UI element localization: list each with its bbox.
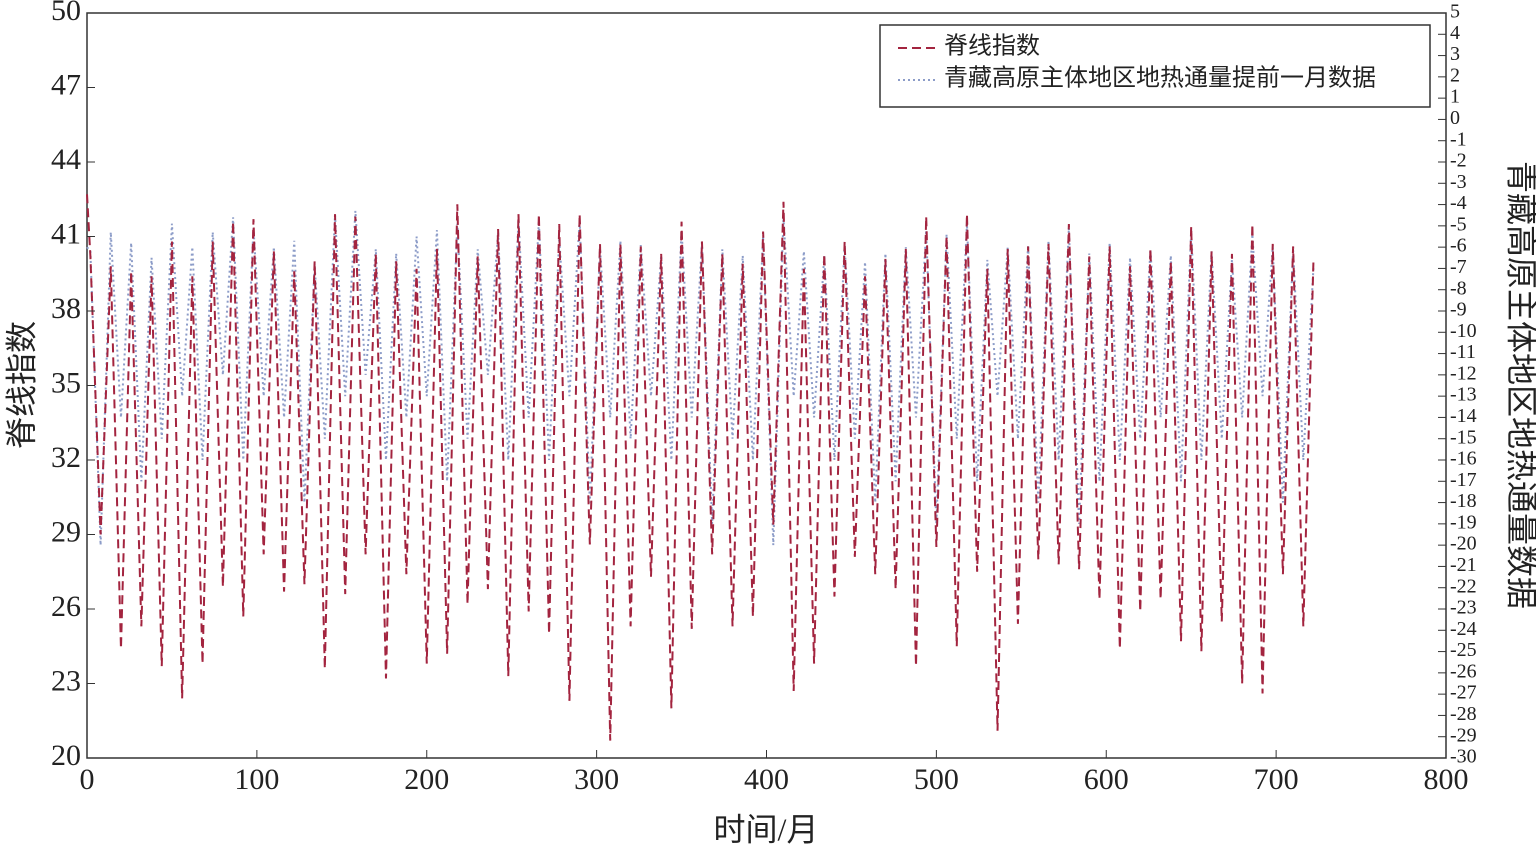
y-tick-label: 26 [51, 590, 81, 623]
y2-tick-label: -8 [1450, 277, 1467, 299]
y2-tick-label: -1 [1450, 128, 1467, 150]
y2-tick-label: -24 [1450, 618, 1477, 640]
y-tick-label: 35 [51, 366, 81, 399]
y2-tick-label: -18 [1450, 490, 1477, 512]
y2-tick-label: 1 [1450, 86, 1460, 108]
y2-tick-label: 2 [1450, 64, 1460, 86]
legend-label: 脊线指数 [944, 33, 1040, 60]
x-tick-label: 0 [80, 763, 95, 796]
y-tick-label: 41 [51, 217, 81, 250]
x-tick-label: 100 [234, 763, 279, 796]
x-axis-label: 时间/月 [714, 811, 819, 847]
y2-tick-label: -12 [1450, 362, 1477, 384]
lines [86, 194, 1315, 741]
y2-tick-label: -7 [1450, 256, 1467, 278]
y2-tick-label: -17 [1450, 469, 1477, 491]
y2-tick-label: -20 [1450, 533, 1477, 555]
y2-tick-label: -25 [1450, 639, 1477, 661]
y2-tick-label: -29 [1450, 724, 1477, 746]
y2-tick-label: -26 [1450, 660, 1477, 682]
x-tick-label: 600 [1084, 763, 1129, 796]
x-tick-label: 200 [404, 763, 449, 796]
y2-tick-label: -28 [1450, 703, 1477, 725]
y2-axis-label: 青藏高原主体地区地热通量数据 [1504, 161, 1536, 609]
y2-tick-label: -11 [1450, 341, 1476, 363]
y2-tick-label: -2 [1450, 150, 1467, 172]
y-tick-label: 47 [51, 68, 81, 101]
y2-tick-label: -13 [1450, 384, 1477, 406]
y2-tick-label: -10 [1450, 320, 1477, 342]
y-tick-label: 44 [51, 143, 81, 176]
legend-box [879, 24, 1431, 108]
x-tick-label: 400 [744, 763, 789, 796]
y2-tick-label: -22 [1450, 575, 1477, 597]
legend-label: 青藏高原主体地区地热通量提前一月数据 [944, 65, 1376, 92]
y2-tick-label: -27 [1450, 682, 1477, 704]
y2-tick-label: 5 [1450, 1, 1460, 23]
x-tick-label: 700 [1254, 763, 1299, 796]
y-tick-label: 23 [51, 664, 81, 697]
y2-tick-label: -15 [1450, 426, 1477, 448]
y2-tick-label: 4 [1450, 22, 1460, 44]
y2-tick-label: 3 [1450, 43, 1460, 65]
y2-tick-label: -30 [1450, 746, 1477, 768]
y-tick-label: 20 [51, 739, 81, 772]
y-tick-label: 29 [51, 515, 81, 548]
y2-tick-label: -23 [1450, 597, 1477, 619]
x-tick-label: 800 [1424, 763, 1469, 796]
series-line [86, 210, 1315, 546]
y2-tick-label: -6 [1450, 235, 1467, 257]
y2-tick-label: -19 [1450, 511, 1477, 533]
y-tick-label: 38 [51, 292, 81, 325]
y2-tick-label: -21 [1450, 554, 1477, 576]
y2-tick-label: 0 [1450, 107, 1460, 129]
x-tick-label: 300 [574, 763, 619, 796]
y2-tick-label: -5 [1450, 213, 1467, 235]
x-tick-label: 500 [914, 763, 959, 796]
y2-tick-label: -9 [1450, 299, 1467, 321]
series-line [86, 194, 1315, 741]
y2-tick-label: -3 [1450, 171, 1467, 193]
y-tick-label: 50 [51, 0, 81, 27]
y2-tick-label: -16 [1450, 448, 1477, 470]
y-tick-label: 32 [51, 441, 81, 474]
y2-tick-label: -14 [1450, 405, 1477, 427]
y2-tick-label: -4 [1450, 192, 1467, 214]
y-axis-label: 脊线指数 [3, 321, 39, 449]
